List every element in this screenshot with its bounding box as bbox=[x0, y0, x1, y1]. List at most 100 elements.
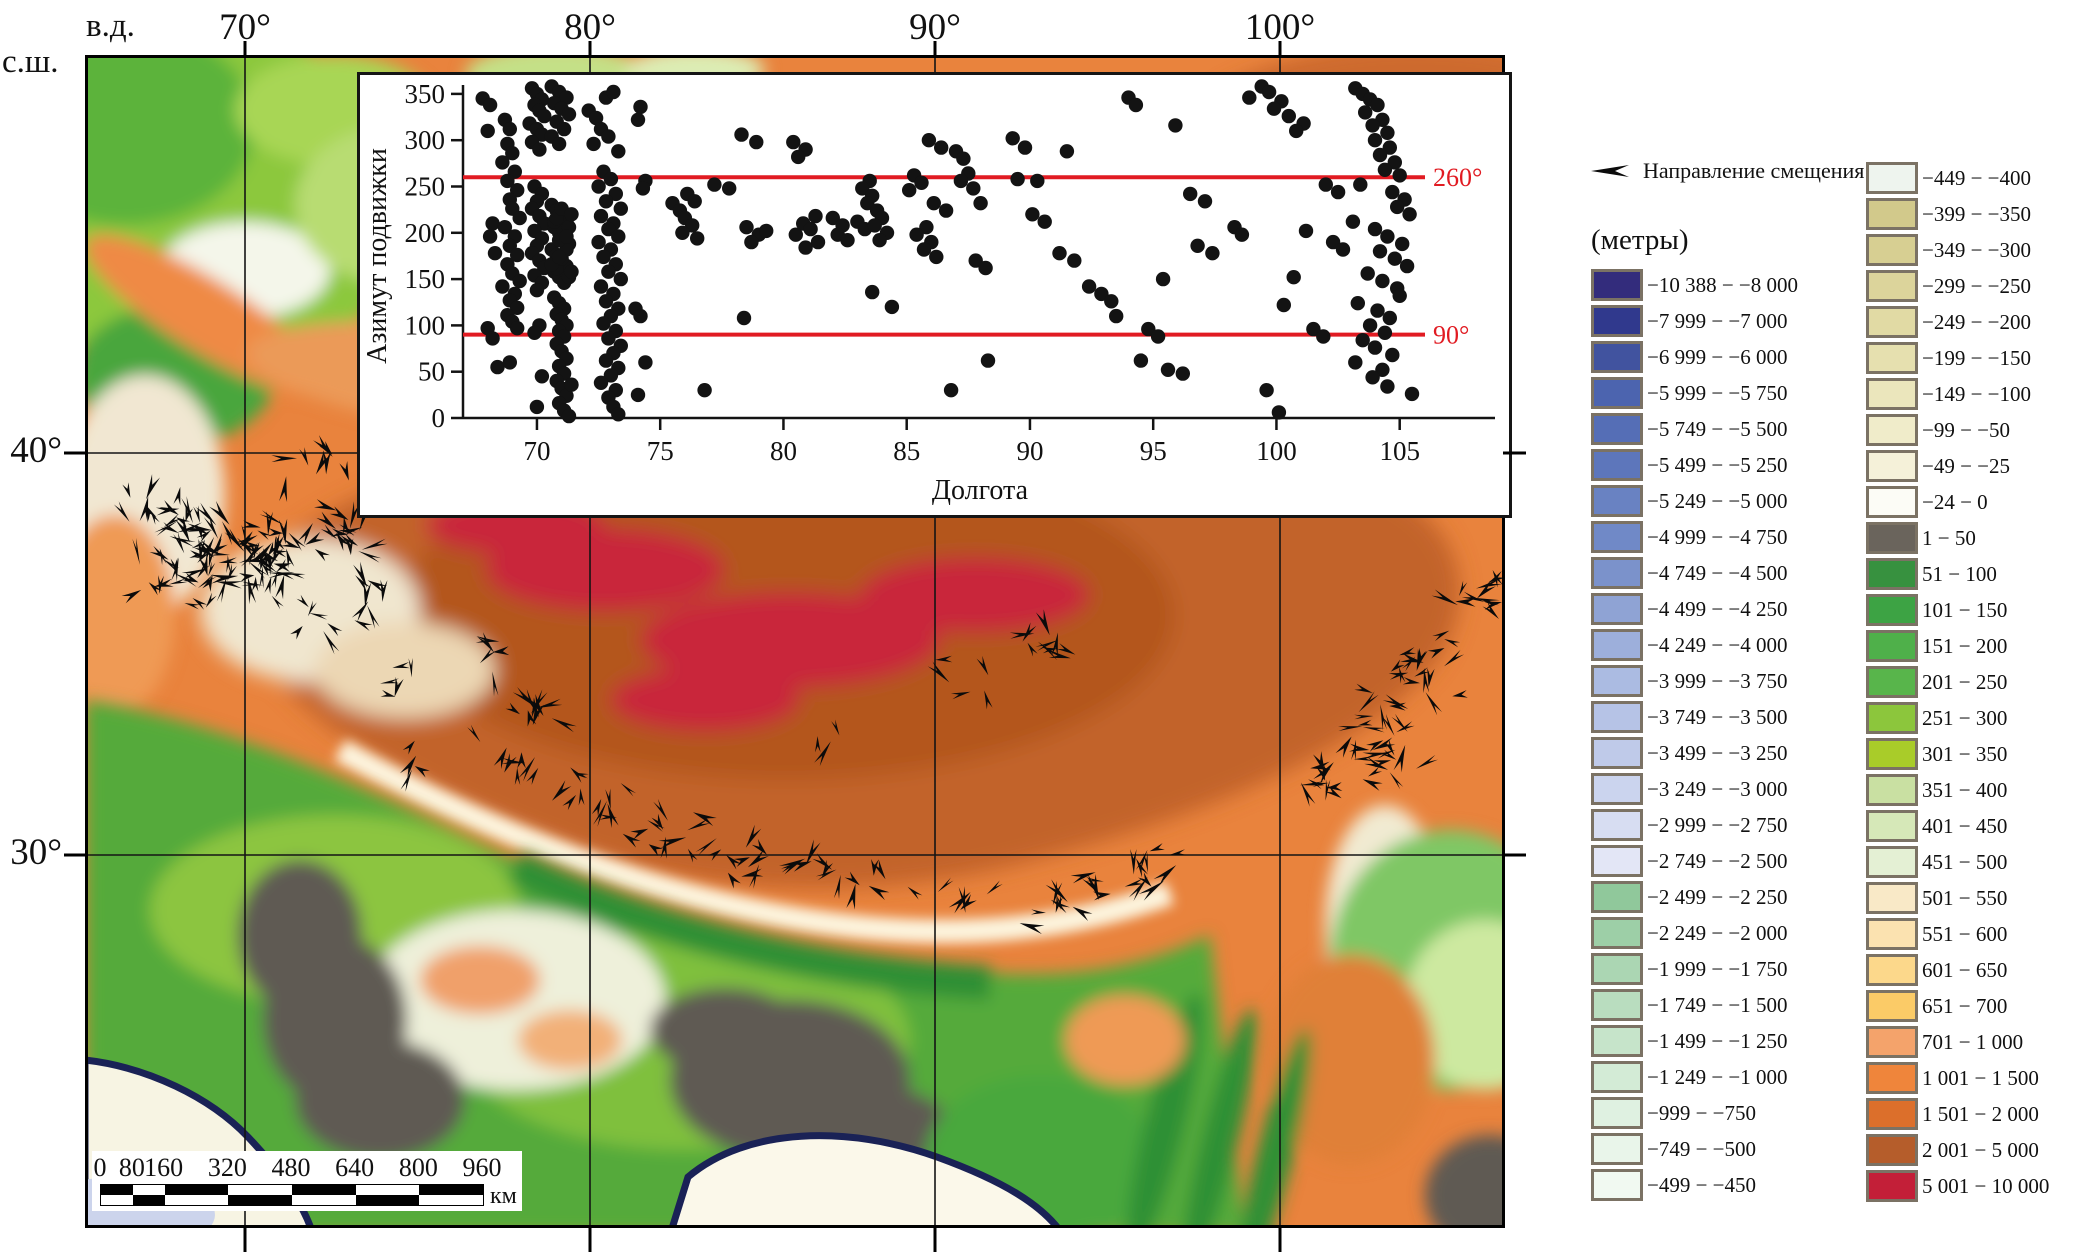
legend-swatch-row: 1 501 − 2 000 bbox=[1866, 1096, 2049, 1132]
elevation-range-label: −7 999 − −7 000 bbox=[1647, 308, 1788, 333]
elevation-swatch bbox=[1866, 666, 1918, 698]
elevation-swatch bbox=[1591, 845, 1643, 877]
elevation-range-label: −1 999 − −1 750 bbox=[1647, 956, 1788, 981]
displacement-arrow bbox=[339, 524, 357, 537]
legend-swatch-row: 251 − 300 bbox=[1866, 700, 2049, 736]
inset-y-tick-label: 100 bbox=[405, 310, 446, 340]
displacement-arrow bbox=[286, 572, 306, 579]
displacement-arrow bbox=[535, 698, 563, 709]
scale-bar-tick-label: 480 bbox=[271, 1153, 311, 1182]
legend-swatch-row: −4 999 − −4 750 bbox=[1591, 519, 1798, 555]
elevation-swatch bbox=[1866, 882, 1918, 914]
elevation-range-label: −449 − −400 bbox=[1922, 165, 2032, 190]
displacement-arrow bbox=[203, 514, 219, 539]
displacement-arrow bbox=[518, 757, 535, 782]
scatter-points bbox=[475, 79, 1420, 424]
elevation-swatch bbox=[1866, 954, 1918, 986]
displacement-arrow bbox=[197, 573, 217, 589]
displacement-arrow bbox=[392, 662, 410, 669]
elevation-range-label: 401 − 450 bbox=[1922, 813, 2008, 838]
inset-x-tick-label: 95 bbox=[1140, 436, 1167, 466]
elevation-range-label: 451 − 500 bbox=[1922, 849, 2008, 874]
displacement-arrow bbox=[380, 678, 400, 684]
displacement-arrow bbox=[121, 589, 142, 604]
displacement-arrow bbox=[113, 501, 130, 522]
displacement-arrow bbox=[846, 883, 856, 910]
longitude-tick-label: 100° bbox=[1244, 7, 1316, 48]
scale-bar-tick-label: 640 bbox=[335, 1153, 375, 1182]
displacement-arrow bbox=[216, 575, 228, 603]
legend-swatch-row: 51 − 100 bbox=[1866, 556, 2049, 592]
elevation-swatch bbox=[1866, 990, 1918, 1022]
displacement-arrow bbox=[248, 561, 269, 579]
elevation-swatch bbox=[1591, 1169, 1643, 1201]
inset-x-tick-label: 85 bbox=[893, 436, 920, 466]
displacement-arrow bbox=[1473, 597, 1500, 606]
longitude-tick-label: 80° bbox=[564, 7, 616, 48]
displacement-arrow bbox=[1048, 650, 1071, 659]
displacement-arrow bbox=[316, 450, 332, 475]
elevation-swatch bbox=[1591, 413, 1643, 445]
elevation-swatch bbox=[1866, 558, 1918, 590]
elevation-swatch bbox=[1591, 665, 1643, 697]
displacement-arrow bbox=[747, 849, 769, 868]
elevation-swatch bbox=[1591, 881, 1643, 913]
elevation-range-label: −2 499 − −2 250 bbox=[1647, 884, 1788, 909]
displacement-arrow bbox=[927, 661, 950, 683]
displacement-arrow bbox=[1325, 778, 1331, 801]
displacement-arrow bbox=[1169, 849, 1186, 856]
displacement-arrow bbox=[1128, 877, 1148, 902]
legend-swatch-row: 401 − 450 bbox=[1866, 808, 2049, 844]
displacement-arrow bbox=[599, 814, 617, 820]
displacement-arrow bbox=[1072, 906, 1093, 921]
displacement-arrow bbox=[268, 528, 284, 537]
displacement-arrow bbox=[687, 818, 711, 831]
legend-swatch-row: −3 249 − −3 000 bbox=[1591, 771, 1798, 807]
legend-swatch-row: −2 999 − −2 750 bbox=[1591, 807, 1798, 843]
elevation-swatch bbox=[1866, 594, 1918, 626]
ref-line-label: 260° bbox=[1433, 163, 1482, 192]
displacement-arrow bbox=[1427, 648, 1445, 659]
displacement-arrow bbox=[237, 531, 253, 551]
legend-swatch-row: −3 749 − −3 500 bbox=[1591, 699, 1798, 735]
elevation-range-label: 1 001 − 1 500 bbox=[1922, 1065, 2039, 1090]
displacement-arrow bbox=[1130, 848, 1137, 875]
displacement-arrow bbox=[1124, 878, 1145, 887]
scale-bar-tick-label: 80 bbox=[118, 1153, 145, 1182]
elevation-range-label: −1 749 − −1 500 bbox=[1647, 992, 1788, 1017]
displacement-arrow bbox=[1316, 764, 1325, 781]
latitude-tick-label: 40° bbox=[10, 430, 62, 471]
displacement-arrow bbox=[195, 502, 217, 526]
displacement-arrow bbox=[173, 531, 185, 554]
displacement-arrow bbox=[1402, 677, 1420, 685]
inset-x-tick-label: 90 bbox=[1016, 436, 1043, 466]
displacement-arrow bbox=[222, 521, 237, 546]
displacement-arrow bbox=[336, 532, 351, 551]
displacement-arrow bbox=[251, 542, 272, 567]
elevation-swatch bbox=[1866, 486, 1918, 518]
displacement-arrow bbox=[1459, 580, 1468, 596]
displacement-arrow bbox=[1376, 749, 1396, 759]
displacement-arrow bbox=[224, 528, 245, 552]
displacement-arrow bbox=[191, 540, 207, 549]
displacement-arrow bbox=[1351, 739, 1356, 761]
legend-swatch-row: −3 999 − −3 750 bbox=[1591, 663, 1798, 699]
displacement-arrow bbox=[1373, 760, 1391, 768]
displacement-arrow bbox=[198, 555, 208, 576]
displacement-arrow bbox=[1381, 749, 1397, 760]
displacement-arrow bbox=[1389, 772, 1404, 790]
legend-swatch-row: −1 999 − −1 750 bbox=[1591, 951, 1798, 987]
displacement-arrow bbox=[948, 892, 971, 914]
elevation-range-label: 501 − 550 bbox=[1922, 885, 2008, 910]
displacement-arrow bbox=[1019, 923, 1045, 935]
legend-swatch-row: −1 499 − −1 250 bbox=[1591, 1023, 1798, 1059]
inset-y-axis-title: Азимут подвижки bbox=[362, 148, 393, 364]
legend-swatch-row: −999 − −750 bbox=[1591, 1095, 1798, 1131]
displacement-arrow bbox=[1399, 647, 1417, 656]
legend-swatch-row: 701 − 1 000 bbox=[1866, 1024, 2049, 1060]
displacement-arrow bbox=[241, 581, 264, 586]
elevation-range-label: −24 − 0 bbox=[1922, 489, 1988, 514]
displacement-arrow bbox=[976, 655, 989, 676]
bay-of-bengal bbox=[668, 1132, 1063, 1228]
